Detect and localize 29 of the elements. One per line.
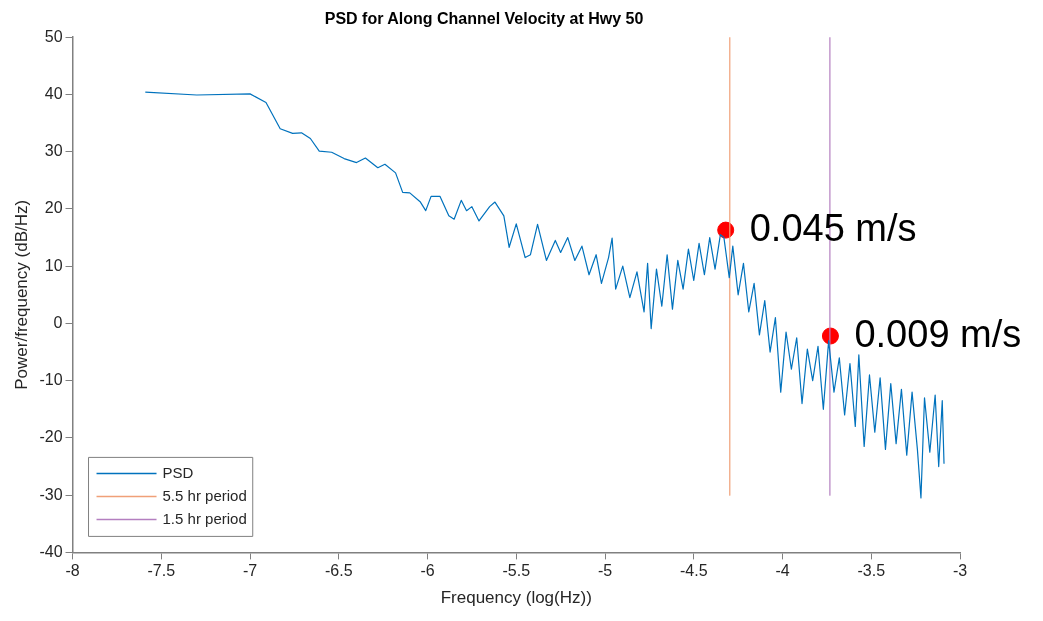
x-tick-label: -4.5: [679, 562, 708, 580]
y-tick-label: 40: [44, 84, 63, 102]
y-tick-label: -20: [39, 428, 63, 446]
chart-title: PSD for Along Channel Velocity at Hwy 50: [324, 10, 644, 28]
y-tick-label: 0: [53, 313, 63, 331]
legend-label: 5.5 hr period: [162, 486, 247, 504]
x-tick-label: -5.5: [502, 562, 531, 580]
x-axis-title: Frequency (log(Hz)): [440, 588, 592, 608]
annotation: 0.045 m/s: [749, 206, 917, 249]
annotation: 0.009 m/s: [854, 312, 1022, 355]
y-tick-label: -40: [39, 542, 63, 560]
x-tick-label: -6: [420, 562, 435, 580]
y-tick-label: 10: [44, 256, 63, 274]
x-tick-label: -3: [952, 562, 968, 580]
y-tick-label: -30: [39, 485, 63, 503]
y-tick-label: 20: [44, 199, 63, 217]
x-tick-label: -3.5: [857, 562, 886, 580]
legend-label: PSD: [162, 463, 194, 481]
x-tick-label: -7.5: [147, 562, 176, 580]
y-axis-title: Power/frequency (dB/Hz): [11, 199, 31, 390]
y-tick-label: 50: [44, 27, 63, 45]
x-tick-label: -7: [242, 562, 258, 580]
x-tick-label: -8: [65, 562, 80, 580]
y-tick-label: -10: [39, 371, 63, 389]
x-tick-label: -4: [775, 562, 790, 580]
y-tick-label: 30: [44, 142, 63, 160]
x-tick-label: -5: [597, 562, 613, 580]
legend-label: 1.5 hr period: [162, 509, 247, 527]
x-tick-label: -6.5: [324, 562, 353, 580]
